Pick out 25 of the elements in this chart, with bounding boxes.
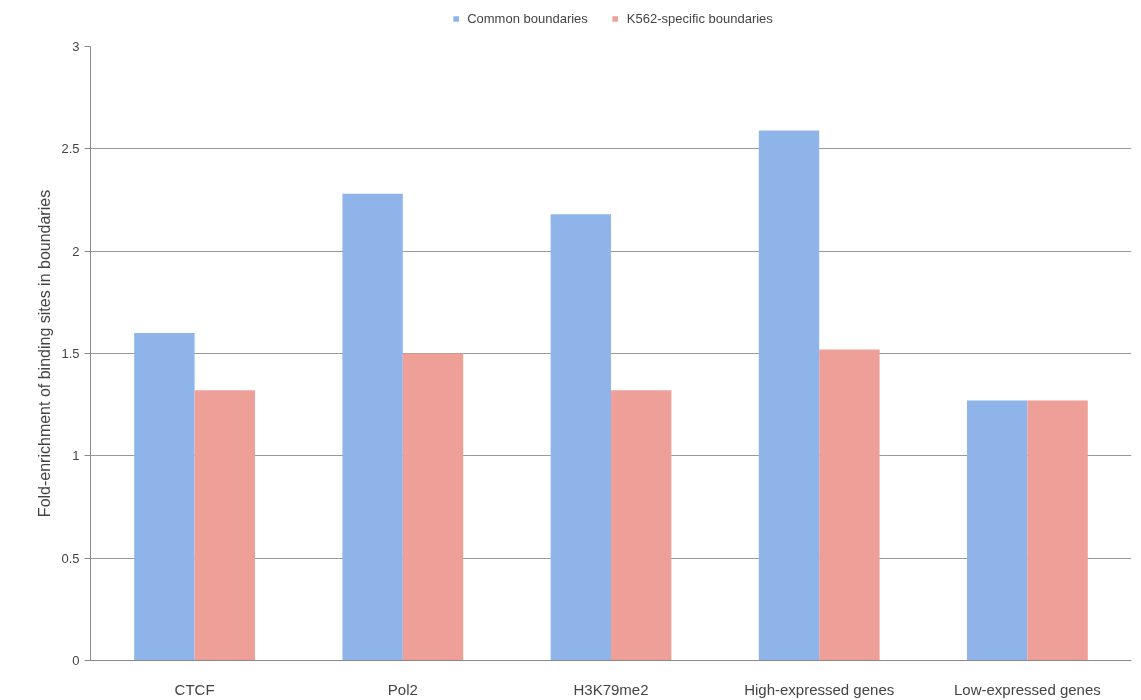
x-tick-label: Low-expressed genes <box>954 680 1101 698</box>
bar <box>550 214 611 661</box>
bar <box>402 353 464 661</box>
y-tick-label: 0.5 <box>61 550 80 566</box>
bar <box>611 390 672 661</box>
legend-label: K562-specific boundaries <box>626 10 773 26</box>
y-tick-label: 2 <box>72 243 80 259</box>
bar <box>758 130 820 661</box>
y-axis-title: Fold-enrichment of binding sites in boundaries <box>36 189 54 518</box>
y-tick-label: 1 <box>72 448 80 464</box>
bar <box>967 400 1028 661</box>
bar <box>1027 400 1088 661</box>
x-tick-label: H3K79me2 <box>573 680 649 698</box>
x-tick-label: Pol2 <box>387 680 418 698</box>
bar <box>194 390 255 661</box>
y-tick-label: 2.5 <box>61 141 80 157</box>
legend-label: Common boundaries <box>467 10 588 26</box>
bar <box>819 349 880 661</box>
bar <box>342 193 403 661</box>
x-tick-label: CTCF <box>174 680 215 698</box>
y-tick-label: 0 <box>72 653 80 668</box>
bar <box>134 333 195 661</box>
y-tick-label: 1.5 <box>61 346 80 361</box>
y-tick-label: 3 <box>72 39 80 54</box>
x-tick-label: High-expressed genes <box>744 680 895 698</box>
